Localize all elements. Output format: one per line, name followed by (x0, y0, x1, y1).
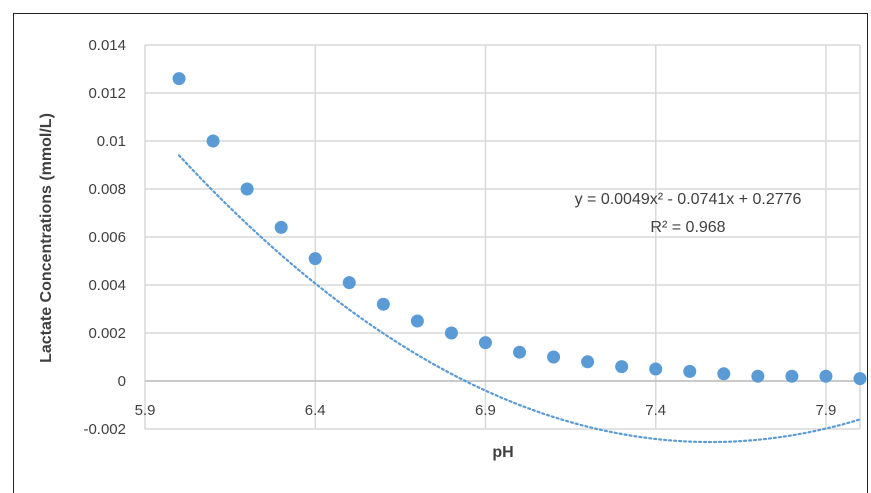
data-point (819, 369, 833, 383)
data-point (410, 314, 424, 328)
y-tick-label: 0.004 (88, 277, 126, 294)
data-point (717, 367, 731, 381)
y-axis-title: Lactate Concentrations (mmol/L) (38, 113, 55, 363)
data-point (240, 182, 254, 196)
data-point (513, 345, 527, 359)
y-tick-label: 0.006 (88, 229, 126, 246)
data-point (172, 72, 186, 86)
x-tick-label: 7.9 (816, 402, 837, 419)
trendline (177, 154, 862, 444)
data-point (649, 362, 663, 376)
data-point (751, 369, 765, 383)
y-tick-label: 0.01 (97, 133, 126, 150)
data-point (206, 134, 220, 148)
x-tick-label: 6.9 (475, 402, 496, 419)
data-point (478, 336, 492, 350)
data-point (342, 276, 356, 290)
data-points (172, 72, 867, 386)
y-tick-label: 0.002 (88, 325, 126, 342)
data-point (683, 364, 697, 378)
chart-frame (13, 13, 868, 493)
y-tick-label: -0.002 (83, 421, 126, 438)
y-tick-label: 0 (118, 373, 126, 390)
data-point (615, 360, 629, 374)
data-point (376, 297, 390, 311)
data-point (785, 369, 799, 383)
trendline-path (177, 154, 862, 444)
data-point (853, 372, 867, 386)
x-tick-label: 6.4 (305, 402, 326, 419)
x-tick-label: 7.4 (645, 402, 666, 419)
data-point (444, 326, 458, 340)
y-tick-label: 0.012 (88, 85, 126, 102)
y-tick-label: 0.008 (88, 181, 126, 198)
data-point (581, 355, 595, 369)
x-tick-labels: 5.9 6.4 6.9 7.4 7.9 (135, 402, 837, 419)
trendline-equation: y = 0.0049x² - 0.0741x + 0.2776 (575, 191, 802, 208)
grid-lines (144, 44, 861, 430)
data-point (274, 220, 288, 234)
x-axis-title: pH (492, 444, 513, 461)
data-point (308, 252, 322, 266)
r-squared-label: R² = 0.968 (650, 219, 725, 236)
y-tick-labels: -0.002 0 0.002 0.004 0.006 0.008 0.01 0.012 0.01… (83, 37, 126, 438)
scatter-chart: -0.002 0 0.002 0.004 0.006 0.008 0.01 0.012 0.01… (38, 37, 867, 461)
y-tick-label: 0.014 (88, 37, 126, 54)
data-point (547, 350, 561, 364)
x-tick-label: 5.9 (135, 402, 156, 419)
